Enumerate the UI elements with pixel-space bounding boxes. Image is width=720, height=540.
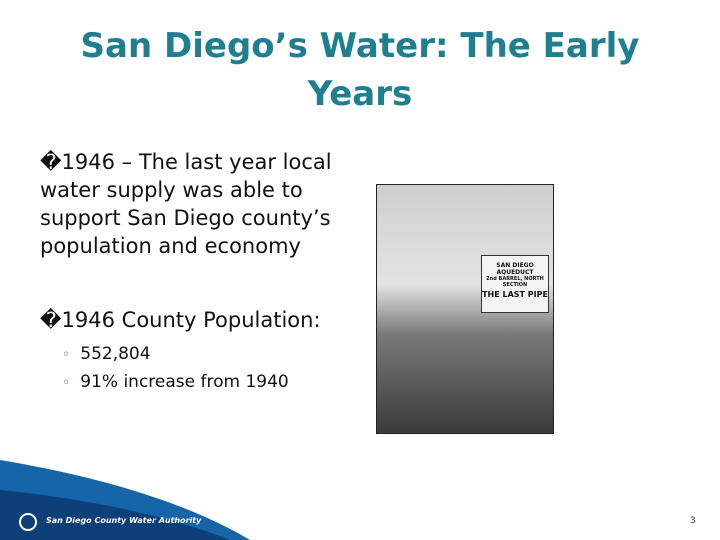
sub-bullet: 91% increase from 1940: [62, 369, 288, 396]
bullet: �1946 – The last year local water supply…: [40, 150, 332, 258]
photo-sign: SAN DIEGO AQUEDUCT 2nd BARREL, NORTH SEC…: [481, 255, 549, 313]
footer-wave: [0, 460, 250, 540]
sign-text: THE LAST PIPE: [482, 290, 548, 299]
sign-text: SAN DIEGO AQUEDUCT: [496, 262, 534, 276]
sub-bullet: 552,804: [62, 341, 150, 368]
photo: SAN DIEGO AQUEDUCT 2nd BARREL, NORTH SEC…: [376, 184, 554, 434]
page-number: 3: [690, 516, 696, 526]
footer-logo: San Diego County Water Authority: [46, 516, 202, 525]
bullet: �1946 County Population:: [40, 308, 321, 332]
sign-text: 2nd BARREL, NORTH SECTION: [486, 276, 544, 288]
slide-title: San Diego’s Water: The Early Years: [80, 26, 640, 114]
